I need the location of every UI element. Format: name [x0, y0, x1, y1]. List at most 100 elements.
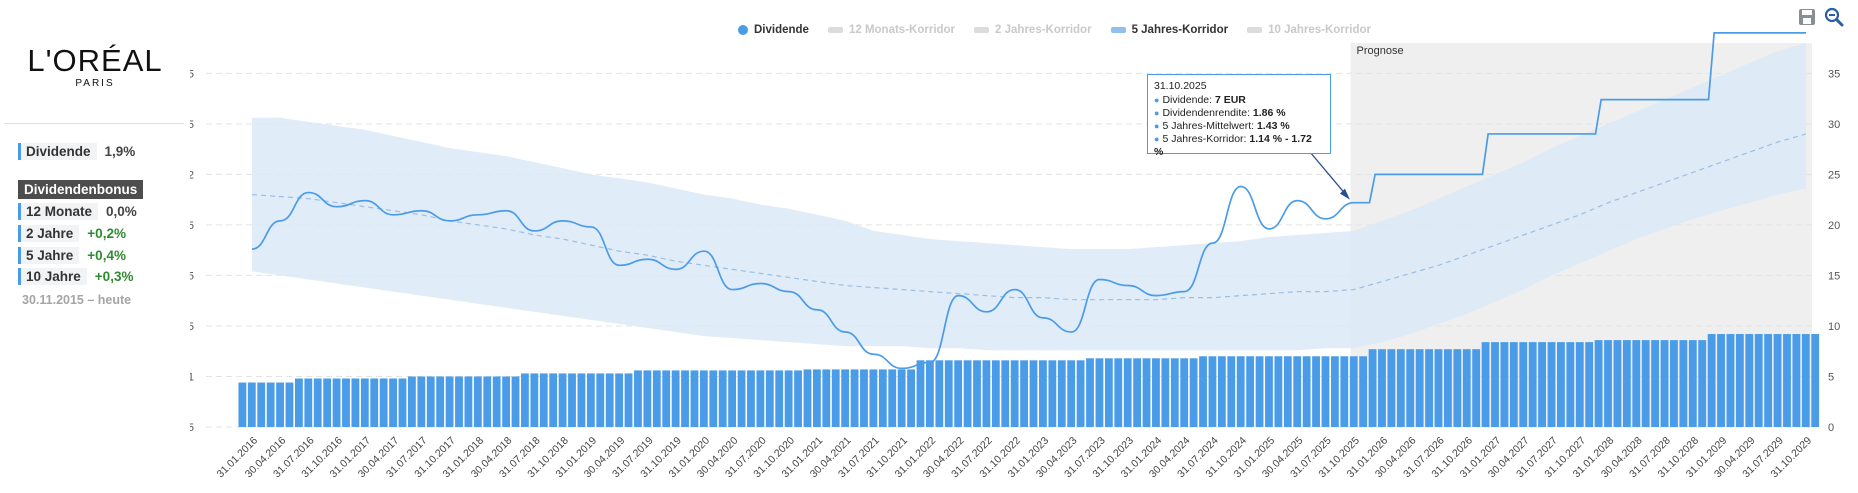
dividend-bar [436, 376, 445, 427]
dividend-bar [1274, 356, 1283, 427]
dividend-bar [332, 378, 341, 427]
tooltip-line: ● Dividende: 7 EUR [1154, 94, 1246, 106]
dividend-bar [1199, 356, 1207, 427]
dividend-bar [1406, 349, 1415, 427]
dividend-bar [1444, 349, 1452, 427]
logo-subtext: PARIS [75, 78, 115, 89]
prognose-label: Prognose [1357, 45, 1404, 57]
period-range: 30.11.2015 – heute [22, 293, 132, 307]
dividend-bar [1500, 342, 1509, 427]
company-logo: L'ORÉAL PARIS [26, 43, 164, 89]
dividend-bar [323, 378, 332, 427]
dividend-bar [1208, 356, 1217, 427]
dividend-bar [351, 378, 360, 427]
dividend-bar [1566, 342, 1575, 427]
dividend-bar [360, 378, 369, 427]
left-tick-label: 2 [190, 169, 194, 181]
dividend-bar [247, 382, 256, 427]
legend-item-10y-corridor[interactable]: 10 Jahres-Korridor [1247, 24, 1371, 36]
legend-label: Dividende [754, 24, 809, 36]
dividend-bar [1368, 349, 1377, 427]
dividend-bar [728, 370, 737, 427]
dividend-bar [1048, 360, 1057, 427]
dividend-bar [502, 376, 510, 427]
tooltip-line-label: 5 Jahres-Mittelwert: [1162, 120, 1257, 132]
tooltip-line-value: 1.43 % [1256, 120, 1290, 132]
dividend-bar [973, 360, 981, 427]
dividend-bar [294, 378, 303, 427]
dividend-bar [266, 382, 275, 427]
dividend-bar [1114, 358, 1123, 427]
dividend-bar [1528, 342, 1537, 427]
dividend-bar [1133, 358, 1142, 427]
dividend-bar [1330, 356, 1339, 427]
left-tick-label: 2.25 [190, 119, 194, 131]
dividend-bar [1067, 360, 1076, 427]
dividend-bar [1717, 334, 1725, 427]
dividend-bar [1538, 342, 1546, 427]
dividend-bar [784, 370, 793, 427]
dividend-bar [1010, 360, 1019, 427]
dividend-bar [1491, 342, 1499, 427]
legend-dot-icon [738, 25, 748, 35]
logo-text: L'ORÉAL [27, 43, 163, 78]
dividend-bar [841, 369, 850, 427]
legend-label: 12 Monats-Korridor [848, 24, 956, 36]
dividend-bar [1783, 334, 1791, 427]
zoom-out-icon[interactable] [1824, 7, 1844, 27]
dividend-bar [1754, 334, 1763, 427]
tooltip-line-label: Dividendenrendite: [1162, 107, 1253, 119]
dividend-chart: Prognose 0.75 1 1.25 1.5 1.75 2 2.25 2.5 0 5 10 15 2… [190, 32, 1858, 480]
legend-label: 5 Jahres-Korridor [1131, 24, 1229, 36]
dividend-bar [991, 360, 1000, 427]
dividend-bar [1509, 342, 1518, 427]
dividend-bar [426, 376, 435, 427]
dividend-bar [1698, 340, 1707, 427]
dividend-bar [1811, 334, 1820, 427]
dividend-bar [1688, 340, 1697, 427]
dividend-bar [1020, 360, 1028, 427]
dividend-bar [794, 370, 802, 427]
dividend-bar [1349, 356, 1358, 427]
dividend-bar [586, 373, 595, 427]
bonus-row-value: 0,0% [106, 204, 137, 219]
tooltip-line-label: Dividende: [1162, 94, 1215, 106]
legend-item-5y-corridor[interactable]: 5 Jahres-Korridor [1110, 24, 1229, 36]
dividend-bar [1773, 334, 1782, 427]
dividend-bar [1519, 342, 1528, 427]
dividend-bar [558, 373, 567, 427]
tooltip-pointer [1309, 151, 1347, 196]
dividend-yield-line [251, 32, 1806, 370]
dividend-bar [1189, 358, 1198, 427]
dividend-bar [897, 369, 906, 427]
dividend-bar [747, 370, 755, 427]
dividend-bar [1227, 356, 1236, 427]
legend-item-dividende[interactable]: Dividende [738, 24, 809, 36]
dividend-bar [464, 376, 473, 427]
right-axis-title: Dividenden [1856, 197, 1858, 252]
dividend-bar [878, 369, 887, 427]
dividend-bar [831, 369, 840, 427]
dividend-bar [1076, 360, 1085, 427]
dividend-bar [276, 382, 284, 427]
dividend-bar [765, 370, 774, 427]
dividend-bar [1632, 340, 1641, 427]
dividend-bar [634, 370, 642, 427]
dividend-bar [1801, 334, 1810, 427]
left-tick-label: 1 [190, 371, 194, 383]
legend-bar-icon [1110, 27, 1126, 33]
right-tick-label: 35 [1828, 68, 1840, 80]
dividend-bar [1359, 356, 1368, 427]
save-icon[interactable] [1797, 7, 1817, 27]
right-tick-label: 10 [1828, 321, 1840, 333]
legend-item-2y-corridor[interactable]: 2 Jahres-Korridor [974, 24, 1092, 36]
dividend-bar [1265, 356, 1273, 427]
dividend-bar [812, 369, 821, 427]
dividend-bar [888, 369, 897, 427]
dividend-bar [926, 360, 934, 427]
dividend-bar [398, 378, 407, 427]
left-tick-label: 1.5 [190, 270, 194, 282]
dividend-bar [982, 360, 991, 427]
legend-label: 10 Jahres-Korridor [1268, 24, 1371, 36]
legend-item-12m-corridor[interactable]: 12 Monats-Korridor [827, 24, 956, 36]
